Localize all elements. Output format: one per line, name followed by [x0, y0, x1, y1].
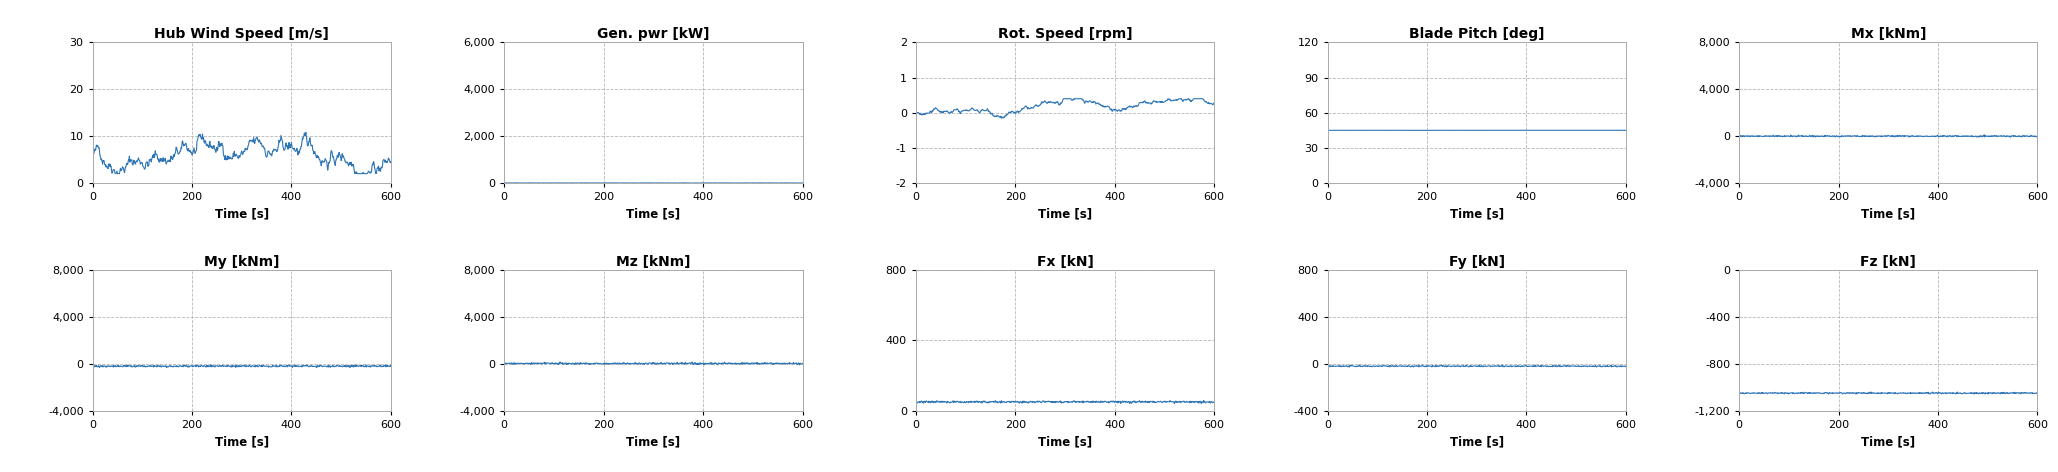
X-axis label: Time [s]: Time [s]	[1860, 435, 1916, 448]
Title: Rot. Speed [rpm]: Rot. Speed [rpm]	[998, 27, 1132, 42]
Title: Mx [kNm]: Mx [kNm]	[1850, 27, 1926, 42]
X-axis label: Time [s]: Time [s]	[1449, 208, 1504, 220]
Title: Fy [kN]: Fy [kN]	[1449, 255, 1504, 269]
X-axis label: Time [s]: Time [s]	[1860, 208, 1916, 220]
X-axis label: Time [s]: Time [s]	[626, 435, 681, 448]
Title: Gen. pwr [kW]: Gen. pwr [kW]	[597, 27, 710, 42]
Title: Fz [kN]: Fz [kN]	[1860, 255, 1916, 269]
X-axis label: Time [s]: Time [s]	[214, 435, 270, 448]
Title: Fx [kN]: Fx [kN]	[1037, 255, 1093, 269]
X-axis label: Time [s]: Time [s]	[626, 208, 681, 220]
X-axis label: Time [s]: Time [s]	[1449, 435, 1504, 448]
Title: Hub Wind Speed [m/s]: Hub Wind Speed [m/s]	[154, 27, 329, 42]
Title: Blade Pitch [deg]: Blade Pitch [deg]	[1410, 27, 1544, 42]
X-axis label: Time [s]: Time [s]	[1037, 435, 1093, 448]
X-axis label: Time [s]: Time [s]	[1037, 208, 1093, 220]
Title: My [kNm]: My [kNm]	[204, 255, 280, 269]
X-axis label: Time [s]: Time [s]	[214, 208, 270, 220]
Title: Mz [kNm]: Mz [kNm]	[615, 255, 691, 269]
